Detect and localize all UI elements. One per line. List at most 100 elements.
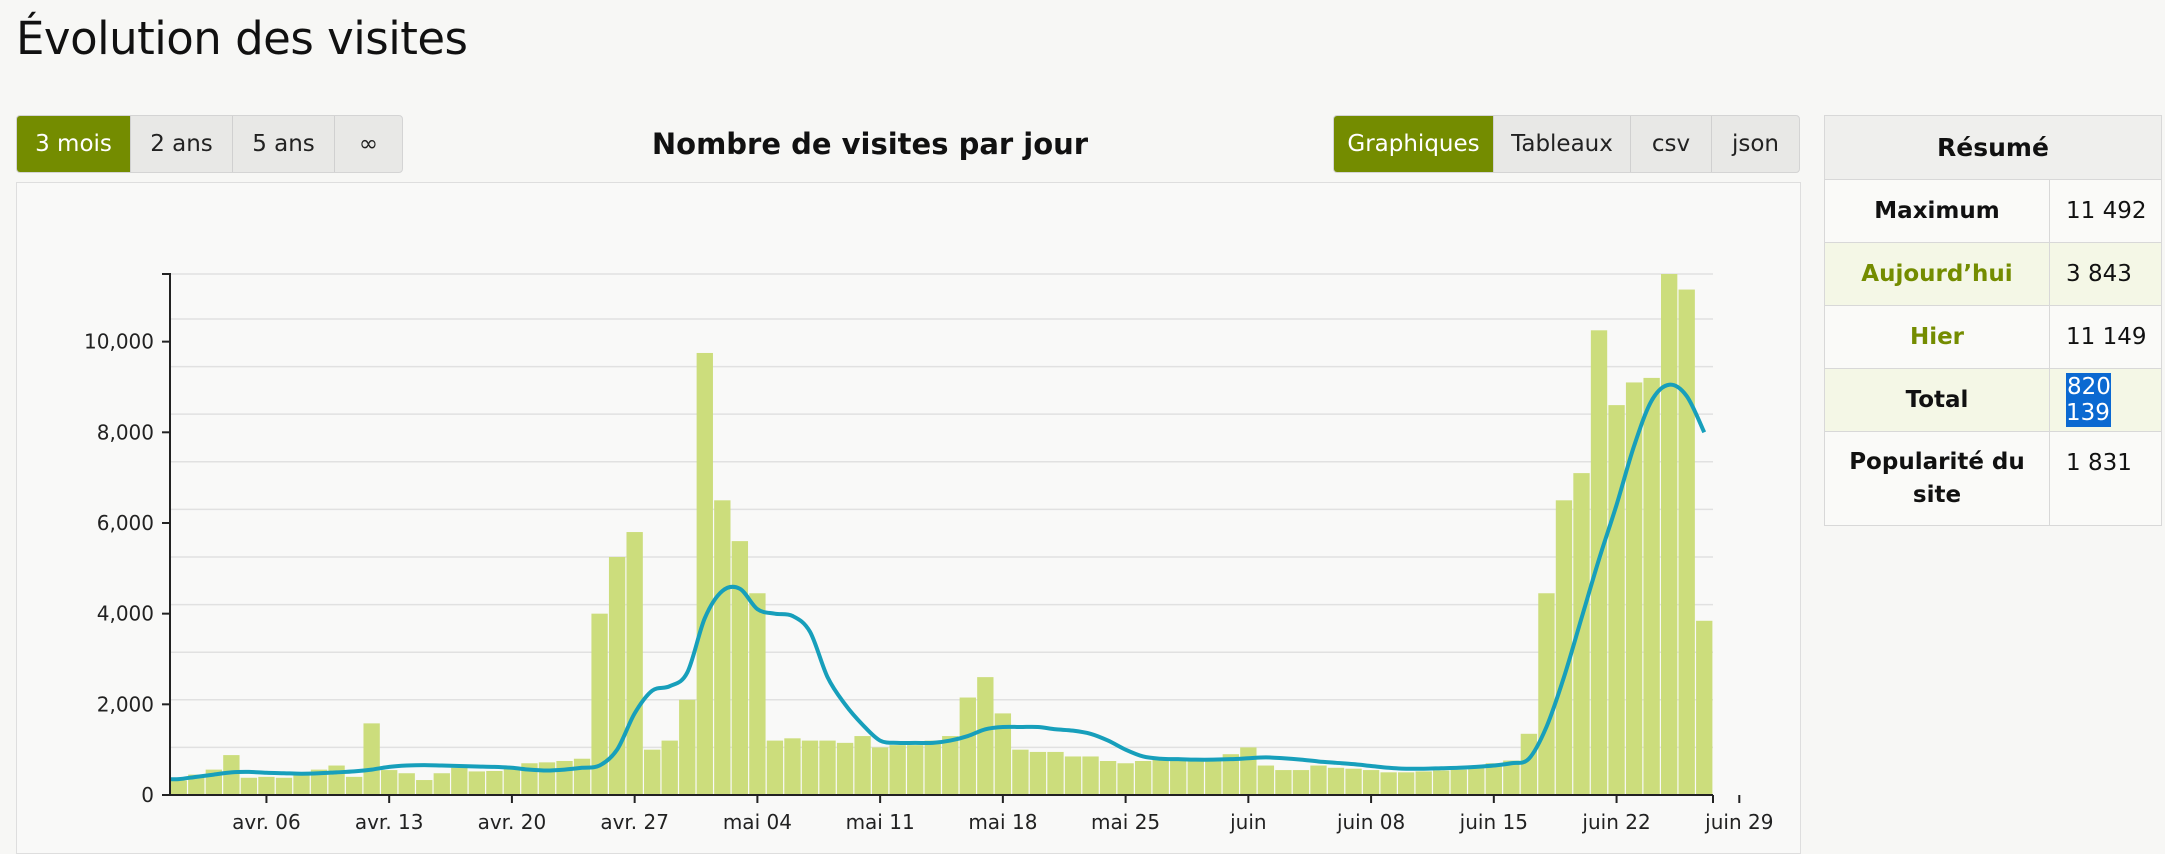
range-3-months-button[interactable]: 3 mois (17, 116, 131, 172)
bar (924, 740, 941, 795)
bar (293, 774, 310, 795)
y-tick-label: 2,000 (97, 692, 154, 716)
bar (1082, 756, 1099, 795)
bar (328, 765, 345, 795)
bar (573, 758, 591, 795)
export-csv-button[interactable]: csv (1631, 116, 1712, 172)
x-tick-label: juin (1229, 810, 1266, 834)
bar (1134, 760, 1152, 795)
range-5-years-button[interactable]: 5 ans (233, 116, 335, 172)
bar (381, 770, 398, 795)
summary-label: Hier (1824, 305, 2050, 369)
summary-value: 11 149 (2049, 305, 2162, 369)
bar (1573, 473, 1590, 795)
bar (1240, 747, 1257, 795)
bar (433, 773, 450, 795)
summary-row-total: Total 820 139 (1824, 368, 2162, 432)
y-tick-label: 8,000 (97, 420, 154, 444)
y-tick-label: 10,000 (84, 330, 154, 354)
bar (1503, 760, 1520, 795)
summary-value: 1 831 (2049, 431, 2162, 526)
bar (275, 777, 293, 795)
bar (1643, 377, 1660, 795)
bar (468, 771, 486, 795)
bar (1608, 405, 1625, 795)
bar (1415, 771, 1432, 795)
bar (503, 766, 521, 795)
summary-table: Résumé Maximum 11 492 Aujourd’hui 3 843 … (1824, 115, 2162, 526)
bar (1538, 593, 1555, 795)
summary-value-selected[interactable]: 820 139 (2066, 373, 2111, 427)
bar (644, 749, 661, 795)
bar (907, 745, 924, 795)
bar (889, 745, 906, 795)
bar (1170, 759, 1187, 795)
bar (398, 773, 415, 795)
summary-label: Aujourd’hui (1824, 242, 2050, 306)
x-tick-label: juin 29 (1704, 810, 1773, 834)
visits-chart: 0 2,000 4,000 6,000 8,000 10,000 avr. 06 avr. 1… (84, 273, 1773, 834)
bar (661, 740, 678, 795)
bar (1205, 760, 1222, 795)
x-tick-label: juin 15 (1459, 810, 1528, 834)
bar (608, 556, 626, 795)
bar (591, 613, 608, 795)
view-tables-button[interactable]: Tableaux (1494, 116, 1631, 172)
x-tick-label: juin 08 (1336, 810, 1405, 834)
bar (819, 740, 836, 795)
bar (1625, 382, 1643, 795)
x-tick-label: avr. 27 (600, 810, 669, 834)
bar (994, 713, 1012, 795)
bar (556, 760, 573, 795)
bar (1012, 749, 1029, 795)
chart-panel: 0 2,000 4,000 6,000 8,000 10,000 avr. 06 avr. 1… (16, 182, 1801, 854)
bar (731, 541, 749, 795)
range-all-button[interactable]: ∞ (358, 131, 379, 157)
bar (801, 740, 819, 795)
bar (188, 774, 205, 795)
export-json-button[interactable]: json (1731, 131, 1780, 157)
summary-label: Popularité du site (1824, 431, 2050, 526)
bar (977, 677, 994, 795)
summary-value: 3 843 (2049, 242, 2162, 306)
trend-line (169, 382, 1707, 782)
page-title: Évolution des visites (16, 12, 468, 65)
x-tick-label: avr. 13 (355, 810, 424, 834)
bar (959, 697, 976, 795)
bar (679, 699, 696, 795)
bar (626, 532, 643, 795)
view-selector: Graphiques Tableaux csv json (1333, 115, 1800, 173)
bar (1397, 772, 1415, 795)
bar (1047, 751, 1064, 795)
bar (1678, 289, 1695, 795)
bar (1064, 756, 1082, 795)
bar (749, 593, 766, 795)
x-tick-label: avr. 06 (232, 810, 301, 834)
bar (1450, 769, 1467, 795)
bar (1345, 768, 1362, 795)
y-tick-label: 6,000 (97, 511, 154, 535)
summary-title: Résumé (1824, 115, 2162, 180)
summary-label: Total (1824, 368, 2050, 432)
bar (1485, 763, 1502, 795)
bar (240, 777, 258, 795)
bar (1520, 733, 1538, 795)
range-2-years-button[interactable]: 2 ans (131, 116, 233, 172)
x-tick-label: mai 04 (723, 810, 792, 834)
range-selector: 3 mois 2 ans 5 ans ∞ (16, 115, 403, 173)
bar (1222, 754, 1239, 795)
bar (258, 776, 275, 795)
bar (416, 780, 433, 795)
bar (1099, 760, 1117, 795)
bar (1275, 770, 1292, 795)
bar (1468, 767, 1485, 795)
view-charts-button[interactable]: Graphiques (1334, 116, 1494, 172)
bar (1152, 759, 1169, 795)
y-tick-label: 4,000 (97, 602, 154, 626)
bar (696, 352, 713, 795)
summary-row-today: Aujourd’hui 3 843 (1824, 242, 2162, 306)
bar (1362, 770, 1380, 795)
bar (486, 770, 503, 795)
bar (1257, 765, 1275, 795)
bar (854, 736, 871, 795)
